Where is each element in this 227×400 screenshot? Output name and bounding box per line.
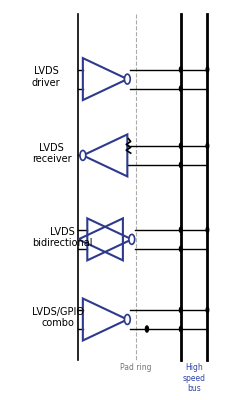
Circle shape: [205, 306, 209, 313]
Circle shape: [205, 142, 209, 149]
Circle shape: [178, 326, 182, 332]
Circle shape: [178, 85, 182, 92]
Text: Pad ring: Pad ring: [120, 363, 151, 372]
Circle shape: [128, 234, 134, 244]
Circle shape: [124, 74, 130, 84]
Circle shape: [205, 66, 209, 73]
Circle shape: [80, 150, 85, 160]
Circle shape: [178, 246, 182, 252]
Circle shape: [178, 66, 182, 73]
Text: LVDS/GPIO
combo: LVDS/GPIO combo: [32, 307, 83, 328]
Circle shape: [124, 314, 130, 324]
Circle shape: [178, 306, 182, 313]
Circle shape: [178, 226, 182, 233]
Circle shape: [178, 162, 182, 168]
Text: LVDS
receiver: LVDS receiver: [32, 143, 71, 164]
Circle shape: [205, 226, 209, 233]
Circle shape: [144, 325, 148, 333]
Text: LVDS
driver: LVDS driver: [32, 66, 60, 88]
Circle shape: [178, 142, 182, 149]
Text: High
speed
bus: High speed bus: [182, 363, 205, 393]
Text: LVDS
bidirectional: LVDS bidirectional: [32, 227, 92, 248]
